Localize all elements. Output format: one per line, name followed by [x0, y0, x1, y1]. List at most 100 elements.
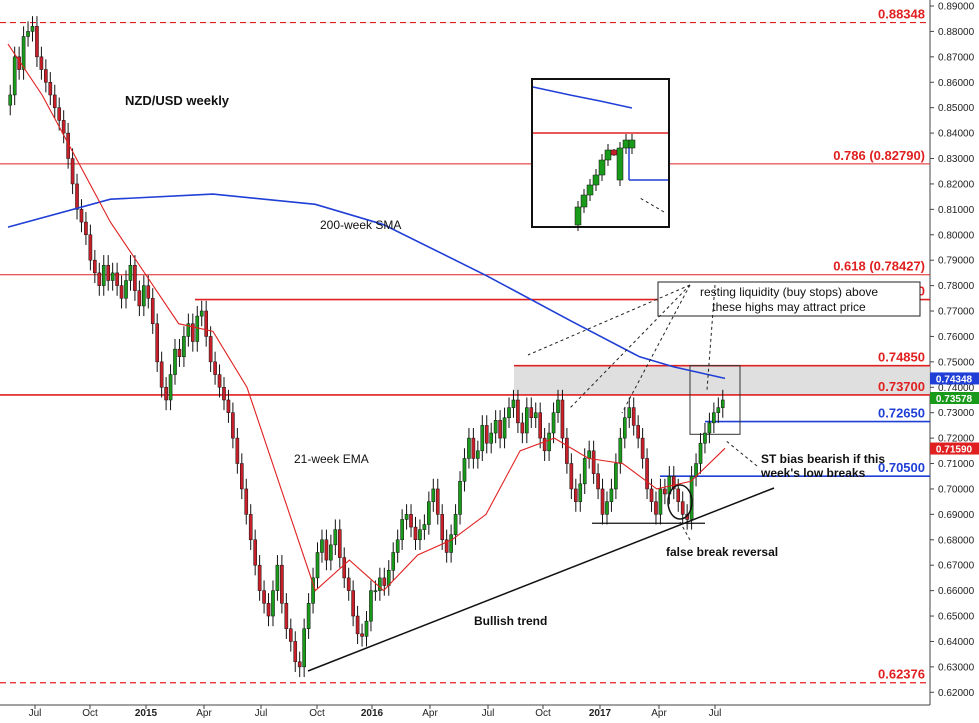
candle-body [155, 323, 159, 363]
price-tag-box [930, 442, 979, 455]
candle-body [97, 272, 102, 286]
candle-body [453, 514, 458, 535]
y-tick-label: 0.71000 [938, 459, 975, 470]
candle-body [284, 603, 289, 629]
inset-candle-body [628, 139, 636, 149]
candle-body [409, 514, 413, 528]
candle-body [48, 82, 53, 96]
candle-body [26, 31, 30, 37]
y-tick-label: 0.68000 [938, 535, 975, 546]
candle-body [168, 374, 173, 401]
y-tick-label: 0.89000 [938, 2, 975, 13]
candle-body [351, 590, 355, 617]
candle-body [720, 399, 725, 408]
candle-body [235, 437, 240, 464]
candle-body [288, 628, 293, 642]
annotations-layer: 200-week SMA 21-week EMA Bullish trend rest… [294, 78, 921, 672]
x-tick-label: 2015 [135, 708, 158, 718]
candle-body [195, 315, 200, 342]
price-tag-label: 0.74348 [936, 374, 973, 385]
x-tick-label: Oct [309, 708, 325, 718]
series-layer [7, 43, 726, 592]
inset-candle-body [616, 147, 624, 181]
candle-body [614, 463, 618, 490]
candle-body [177, 348, 182, 358]
y-tick-label: 0.78000 [938, 281, 975, 292]
candle-body [712, 412, 716, 424]
level-label: 0.72650 [878, 406, 925, 421]
inset-candle-body [592, 174, 600, 186]
candle-body [476, 450, 480, 459]
candle-body [39, 56, 44, 70]
candle-body [520, 422, 525, 434]
candle-body [271, 590, 275, 617]
x-tick-label: Oct [535, 708, 551, 718]
inset-candle-body [610, 149, 618, 156]
candle-body [133, 265, 137, 291]
candle-body [565, 437, 569, 464]
candle-body [395, 539, 400, 553]
candle-body [150, 298, 155, 324]
candle-body [538, 412, 542, 439]
candle-body [400, 519, 404, 541]
candle-body [671, 475, 676, 490]
pointer-arrow [569, 284, 691, 409]
candle-body [627, 407, 632, 419]
y-tick-label: 0.70000 [938, 484, 975, 495]
candle-body [404, 514, 409, 520]
y-tick-label: 0.77000 [938, 307, 975, 318]
false-break-label: false break reversal [666, 545, 778, 559]
level-label: 0.618 (0.78427) [833, 259, 925, 274]
candle-body [173, 348, 177, 375]
y-tick-label: 0.79000 [938, 256, 975, 267]
candle-body [663, 488, 667, 495]
level-label: 0.786 (0.82790) [833, 148, 925, 163]
candle-body [320, 539, 324, 553]
candle-body [386, 570, 391, 586]
resting-label-line1: resting liquidity (buy stops) above [700, 285, 878, 299]
candle-body [484, 425, 489, 444]
candle-body [75, 183, 79, 210]
resting-liquidity-box [657, 281, 921, 317]
pointer-arrow [621, 284, 691, 414]
y-tick-label: 0.86000 [938, 78, 975, 89]
candle-body [489, 432, 494, 444]
candle-body [360, 633, 364, 637]
x-tick-label: Jul [482, 708, 495, 718]
candle-body [164, 387, 168, 401]
y-tick-label: 0.83000 [938, 154, 975, 165]
candle-body [449, 534, 453, 553]
candle-body [12, 56, 17, 96]
candle-body [88, 234, 93, 261]
candle-body [61, 120, 66, 134]
st-bias-line1: ST bias bearish if this [761, 452, 885, 466]
candle-body [248, 514, 253, 541]
candle-body [378, 577, 382, 591]
candle-body [208, 336, 213, 363]
candle-body [556, 399, 560, 413]
candle-body [542, 437, 547, 452]
candle-body [427, 501, 431, 525]
inset-candle-body [598, 159, 606, 176]
candle-body [275, 564, 280, 591]
candle-body [605, 501, 609, 515]
candle-body [199, 310, 204, 317]
bullish-trend-label: Bullish trend [474, 614, 547, 628]
y-tick-label: 0.62000 [938, 688, 975, 699]
candle-body [70, 158, 75, 185]
x-tick-label: Jul [709, 708, 722, 718]
price-tag-label: 0.71590 [936, 445, 973, 456]
false-break-circle [667, 484, 693, 520]
candle-body [337, 529, 342, 558]
candle-body [217, 374, 222, 388]
y-tick-label: 0.74000 [938, 383, 975, 394]
candle-body [431, 488, 436, 502]
level-label: 0.62376 [878, 667, 925, 682]
candle-body [391, 552, 396, 571]
candle-body [297, 661, 302, 668]
inset-candle-body [622, 139, 630, 149]
candle-body [640, 437, 645, 459]
x-tick-label: Apr [651, 708, 667, 718]
